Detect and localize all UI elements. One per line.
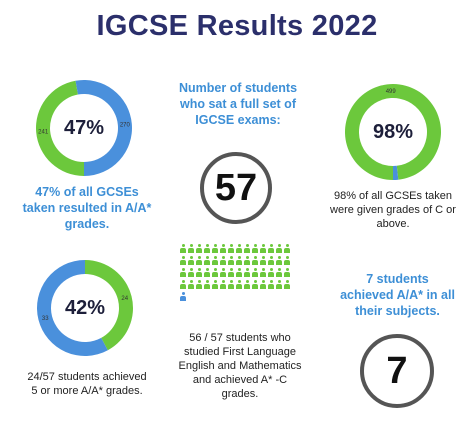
person-icon [196, 256, 202, 265]
person-icon [236, 256, 242, 265]
person-icon [284, 256, 290, 265]
person-icon [244, 280, 250, 289]
person-icon [228, 268, 234, 277]
person-icon [244, 256, 250, 265]
donut-chart-svg: 499 [345, 83, 441, 180]
person-icon [212, 268, 218, 277]
donut-slice-label: 33 [42, 316, 49, 322]
donut-c-grades: 499 98% [343, 82, 443, 182]
donut-slice [75, 80, 132, 176]
person-icon [260, 268, 266, 277]
person-icon [180, 292, 186, 301]
full-set-circle: 57 [200, 152, 272, 224]
person-icon [252, 280, 258, 289]
donut-a-grades: 241 270 47% [34, 78, 134, 178]
person-icon [268, 268, 274, 277]
person-icon [212, 244, 218, 253]
person-icon [204, 268, 210, 277]
donut-caption: 98% of all GCSEs taken were given grades… [330, 190, 456, 230]
person-icon [188, 256, 194, 265]
person-icon [196, 268, 202, 277]
person-icon [188, 244, 194, 253]
person-icon [220, 244, 226, 253]
person-icon [276, 280, 282, 289]
person-icon [220, 280, 226, 289]
donut-slice [85, 260, 133, 351]
person-icon [180, 280, 186, 289]
person-icon [236, 280, 242, 289]
person-icon [204, 256, 210, 265]
person-icon [212, 256, 218, 265]
donut-five-a-grades: 24 33 42% [35, 258, 135, 358]
person-icon [276, 268, 282, 277]
donut-slice-label: 270 [120, 122, 131, 128]
person-icon [228, 280, 234, 289]
person-icon [260, 244, 266, 253]
person-icon [196, 280, 202, 289]
person-icon [252, 256, 258, 265]
person-icon [188, 280, 194, 289]
person-icon [284, 268, 290, 277]
donut-caption: 24/57 students achieved 5 or more A/A* g… [27, 371, 147, 397]
person-icon [204, 280, 210, 289]
donut-caption: 47% of all GCSEs taken resulted in A/A* … [22, 185, 152, 231]
person-icon [260, 280, 266, 289]
donut-center-label: 42% [62, 293, 108, 323]
person-icon [212, 280, 218, 289]
donut-center-label: 47% [61, 113, 107, 143]
person-icon [236, 244, 242, 253]
person-icon [188, 268, 194, 277]
person-icon [180, 256, 186, 265]
all-subjects-heading: 7 students achieved A/A* in all their su… [340, 272, 455, 318]
person-icon [284, 280, 290, 289]
full-set-heading: Number of students who sat a full set of… [178, 81, 298, 127]
person-icon [244, 268, 250, 277]
person-icon [220, 256, 226, 265]
person-icon [268, 256, 274, 265]
person-icon [276, 256, 282, 265]
person-icon [268, 280, 274, 289]
donut-slice [37, 260, 108, 356]
pictogram-caption: 56 / 57 students who studied First Langu… [178, 332, 302, 400]
all-subjects-circle: 7 [360, 334, 434, 408]
donut-slice-label: 24 [121, 296, 128, 302]
person-icon [228, 244, 234, 253]
donut-center-label: 98% [370, 117, 416, 147]
person-icon [220, 268, 226, 277]
person-icon [260, 256, 266, 265]
person-icon [180, 268, 186, 277]
person-icon [276, 244, 282, 253]
donut-slice-label: 241 [38, 130, 49, 136]
donut-slice [393, 165, 399, 180]
student-pictogram [180, 244, 295, 301]
person-icon [284, 244, 290, 253]
donut-chart-svg: 24 33 [37, 260, 133, 356]
donut-slice [35, 80, 84, 176]
person-icon [252, 244, 258, 253]
person-icon [236, 268, 242, 277]
person-icon [244, 244, 250, 253]
person-icon [196, 244, 202, 253]
person-icon [268, 244, 274, 253]
person-icon [228, 256, 234, 265]
donut-slice-label: 499 [386, 89, 397, 95]
person-icon [204, 244, 210, 253]
donut-chart-svg: 241 270 [35, 80, 132, 176]
person-icon [252, 268, 258, 277]
person-icon [180, 244, 186, 253]
page-title: IGCSE Results 2022 [96, 10, 378, 42]
